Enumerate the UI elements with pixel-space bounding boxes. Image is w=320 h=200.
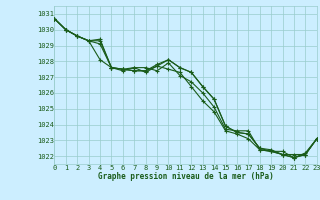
X-axis label: Graphe pression niveau de la mer (hPa): Graphe pression niveau de la mer (hPa) [98,172,274,181]
